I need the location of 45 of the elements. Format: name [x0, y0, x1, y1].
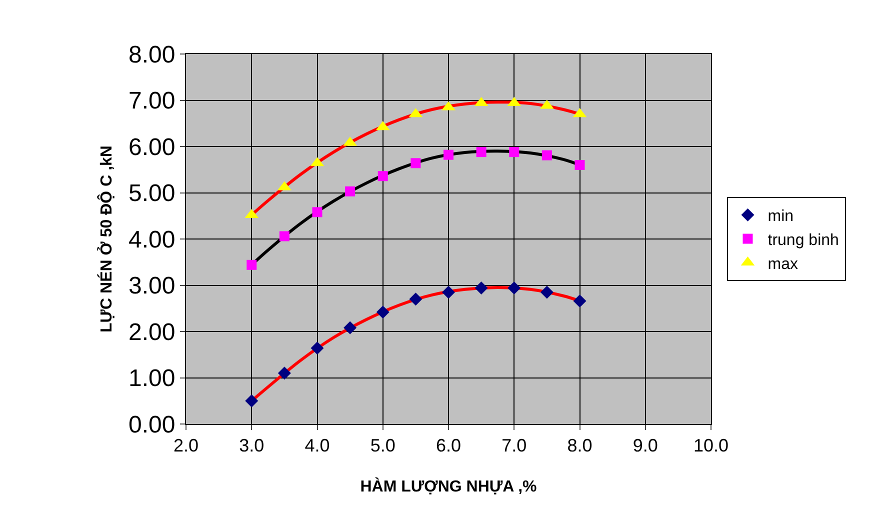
point: [476, 147, 486, 158]
x-tick-label: 8.0: [567, 436, 592, 456]
y-tick-label: 8.00: [128, 41, 176, 68]
point: [574, 160, 585, 170]
y-tick-label: 7.00: [128, 88, 176, 115]
y-tick-label: 3.00: [128, 272, 176, 300]
point: [246, 260, 257, 270]
point: [376, 306, 390, 319]
legend-label: max: [768, 256, 798, 273]
point: [310, 342, 324, 355]
y-tick-label: 6.00: [128, 134, 176, 161]
point: [508, 282, 521, 295]
x-axis-title: HÀM LƯỢNG NHỰA ,%: [360, 476, 537, 496]
point: [442, 286, 455, 299]
point: [278, 366, 291, 380]
x-tick-label: 7.0: [502, 436, 527, 456]
point: [245, 394, 258, 408]
point: [410, 158, 421, 168]
x-tick-label: 9.0: [632, 436, 658, 456]
x-tick-label: 3.0: [239, 436, 264, 456]
point: [444, 150, 454, 160]
y-tick-label: 2.00: [128, 318, 176, 346]
legend-label: min: [768, 208, 794, 226]
point: [474, 282, 488, 295]
point: [573, 294, 586, 308]
x-tick-label: 6.0: [436, 436, 462, 456]
legend-label: trung binh: [768, 232, 839, 249]
x-tick-label: 4.0: [304, 436, 330, 456]
y-tick-label: 0.00: [128, 411, 176, 438]
point: [344, 321, 357, 334]
y-tick-label: 4.00: [128, 226, 176, 254]
y-tick-label: 5.00: [128, 180, 176, 208]
point: [540, 286, 554, 299]
x-tick-label: 2.0: [173, 436, 199, 456]
point: [345, 186, 356, 196]
y-tick-label: 1.00: [128, 365, 176, 392]
x-tick-label: 10.0: [693, 436, 729, 456]
point: [409, 292, 422, 306]
point: [542, 150, 552, 160]
x-tick-label: 5.0: [370, 436, 396, 456]
point: [312, 207, 322, 218]
point: [378, 171, 388, 182]
point: [509, 147, 520, 158]
y-axis-title: LỰC NÉN Ở 50 ĐỘ C ,kN: [96, 146, 116, 332]
point: [279, 231, 290, 242]
